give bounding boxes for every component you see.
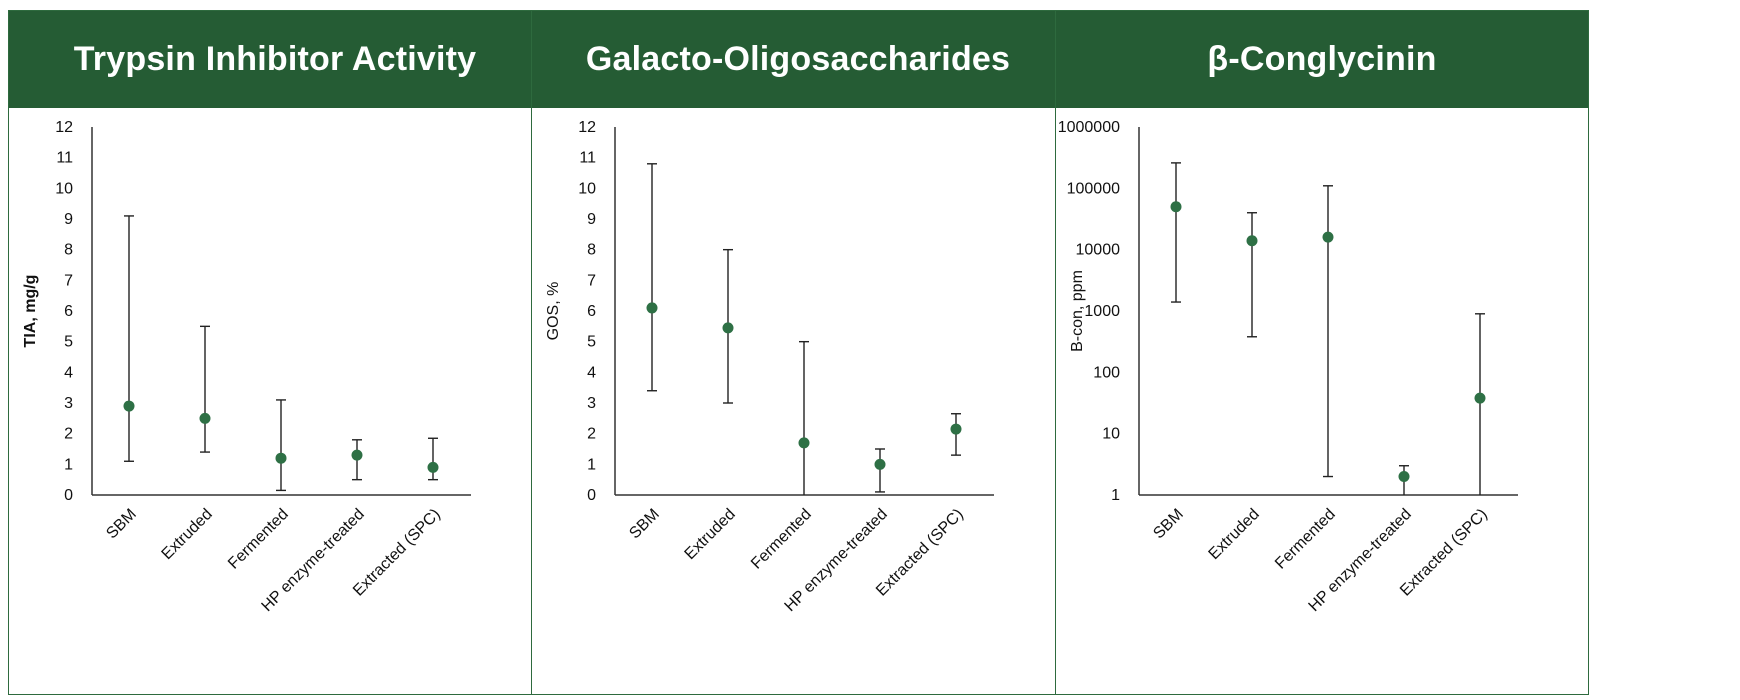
y-tick-label: 1 bbox=[587, 456, 596, 473]
y-axis-label: TIA, mg/g bbox=[22, 275, 39, 348]
y-tick-label: 8 bbox=[587, 242, 596, 259]
data-point bbox=[874, 458, 886, 470]
y-tick-label: 10 bbox=[55, 180, 73, 197]
data-point bbox=[722, 322, 734, 334]
y-tick-label: 11 bbox=[56, 150, 73, 167]
y-tick-label: 4 bbox=[587, 364, 596, 381]
y-tick-label: 11 bbox=[579, 150, 596, 167]
y-tick-label: 2 bbox=[587, 426, 596, 443]
y-tick-label: 4 bbox=[64, 364, 73, 381]
y-tick-label: 3 bbox=[64, 395, 73, 412]
y-tick-label: 10 bbox=[578, 180, 596, 197]
chart-panel-tia: Trypsin Inhibitor Activity 0 1 2 3 4 5 6 7 8 9 10 1… bbox=[8, 10, 542, 695]
chart-panel-bcon: β-Conglycinin 1 10 100 1000 10000 100000 10000… bbox=[1055, 10, 1589, 695]
y-tick-label: 0 bbox=[64, 487, 73, 504]
y-tick-label: 12 bbox=[578, 119, 596, 136]
y-tick-label: 0 bbox=[587, 487, 596, 504]
y-tick-label: 3 bbox=[587, 395, 596, 412]
y-tick-label: 12 bbox=[55, 119, 73, 136]
data-point bbox=[351, 449, 363, 461]
y-tick-label: 5 bbox=[64, 334, 73, 351]
y-tick-label: 7 bbox=[64, 272, 73, 289]
chart-title: β-Conglycinin bbox=[1056, 11, 1588, 108]
y-tick-label: 100 bbox=[1093, 364, 1120, 381]
data-point bbox=[275, 452, 287, 464]
chart-title: Trypsin Inhibitor Activity bbox=[9, 11, 541, 108]
data-point bbox=[1170, 201, 1182, 213]
x-tick-label: Extruded bbox=[159, 506, 216, 563]
x-tick-label: Extruded bbox=[682, 506, 739, 563]
data-point bbox=[798, 437, 810, 449]
chart-plot-bcon: 1 10 100 1000 10000 100000 1000000 B-con, ppm SB… bbox=[1058, 119, 1518, 615]
y-tick-label: 10 bbox=[1102, 426, 1120, 443]
x-tick-label: Fermented bbox=[1272, 506, 1339, 573]
data-point bbox=[1322, 231, 1334, 243]
data-point bbox=[646, 302, 658, 314]
x-tick-label: SBM bbox=[103, 506, 140, 543]
data-point bbox=[199, 412, 211, 424]
y-tick-label: 2 bbox=[64, 426, 73, 443]
y-axis-label: B-con, ppm bbox=[1069, 270, 1086, 352]
y-tick-label: 7 bbox=[587, 272, 596, 289]
y-tick-label: 6 bbox=[64, 303, 73, 320]
x-tick-label: Fermented bbox=[748, 506, 815, 573]
y-tick-label: 1 bbox=[1111, 487, 1120, 504]
y-tick-label: 10000 bbox=[1076, 242, 1121, 259]
data-point bbox=[1398, 471, 1410, 483]
y-tick-label: 1000 bbox=[1084, 303, 1120, 320]
data-point bbox=[950, 423, 962, 435]
data-point bbox=[1474, 392, 1486, 404]
data-point bbox=[123, 400, 135, 412]
x-tick-label: Extruded bbox=[1206, 506, 1263, 563]
y-tick-label: 9 bbox=[64, 211, 73, 228]
chart-title: Galacto-Oligosaccharides bbox=[532, 11, 1064, 108]
x-tick-label: Fermented bbox=[225, 506, 292, 573]
x-tick-label: SBM bbox=[1150, 506, 1187, 543]
y-tick-label: 6 bbox=[587, 303, 596, 320]
y-tick-label: 8 bbox=[64, 242, 73, 259]
data-point bbox=[1246, 235, 1258, 247]
chart-panel-gos: Galacto-Oligosaccharides 0 1 2 3 4 5 6 7 8 9 10 11 1… bbox=[531, 10, 1065, 695]
y-tick-label: 100000 bbox=[1067, 180, 1120, 197]
y-tick-label: 1 bbox=[64, 456, 73, 473]
y-tick-label: 1000000 bbox=[1058, 119, 1120, 136]
y-tick-label: 9 bbox=[587, 211, 596, 228]
x-tick-label: SBM bbox=[626, 506, 663, 543]
y-axis-label: GOS, % bbox=[545, 282, 562, 341]
data-point bbox=[427, 461, 439, 473]
y-tick-label: 5 bbox=[587, 334, 596, 351]
